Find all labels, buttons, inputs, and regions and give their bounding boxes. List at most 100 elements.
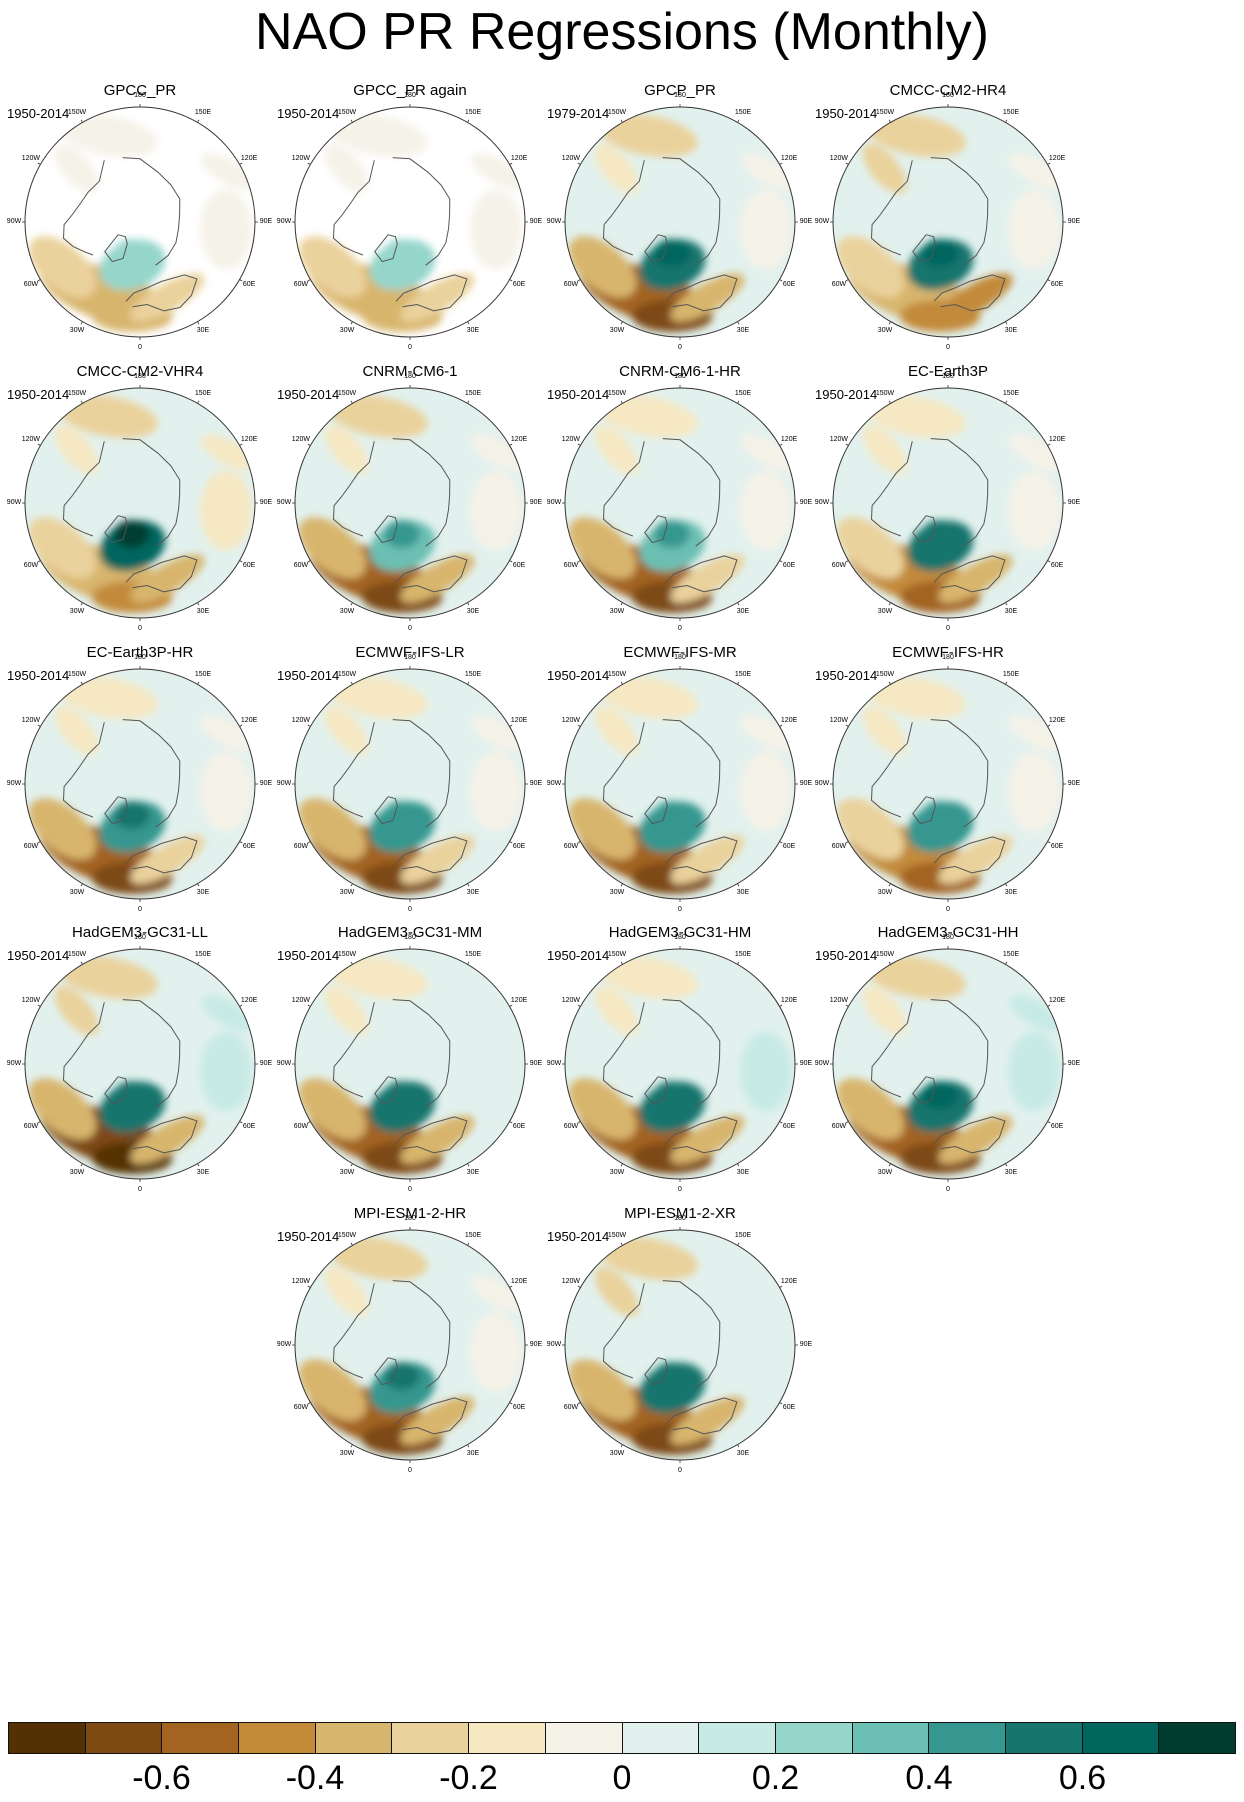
east-asia [1008, 995, 1063, 1032]
lon-label: 30W [877, 608, 893, 616]
panel-title: CMCC-CM2-HR4 [889, 82, 1007, 99]
coastline [332, 722, 375, 818]
lon-label: 90E [1067, 218, 1081, 225]
polar-map [292, 1227, 528, 1463]
north-america-east [836, 1078, 905, 1140]
lon-label: 120W [829, 997, 849, 1004]
lon-label: 30W [339, 1169, 355, 1177]
asia-band [469, 189, 522, 270]
lon-tick [307, 560, 311, 563]
lon-tick [620, 119, 623, 123]
lon-label: 180 [134, 92, 146, 99]
map-panel: EC-Earth3P 1950-2014 180 150W 150E 120W 120E 90… [788, 363, 1108, 673]
lon-tick [467, 400, 470, 404]
lon-label: 120E [240, 436, 258, 443]
lon-tick [239, 1004, 243, 1007]
map-panel: GPCC_PR 1950-2014 180 150W 150E 120W 120E 90W 90… [0, 82, 300, 392]
lon-label: 120W [21, 997, 41, 1004]
pacific-band [59, 113, 158, 158]
coastline [870, 1002, 913, 1098]
north-america-east [28, 236, 97, 298]
pacific-band [867, 113, 966, 158]
lon-label: 120W [561, 1278, 581, 1285]
lon-tick [307, 443, 311, 446]
lon-label: 150W [337, 389, 357, 397]
lon-tick [307, 162, 311, 165]
lon-tick [197, 602, 200, 606]
lon-tick [620, 1163, 623, 1167]
lon-label: 30E [466, 608, 480, 616]
lon-tick [620, 681, 623, 685]
lon-tick [1005, 119, 1008, 123]
lon-label: 30E [736, 1450, 750, 1458]
coastline [930, 438, 989, 547]
lon-label: 60E [1050, 562, 1064, 569]
colorbar-box [315, 1723, 393, 1753]
lon-tick [779, 724, 783, 727]
lon-label: 0 [946, 625, 950, 632]
lon-label: 150E [734, 950, 752, 958]
europe-negative [938, 554, 1013, 603]
lon-tick [888, 119, 891, 123]
colorbar-box [775, 1723, 853, 1753]
lon-label: 90W [276, 1341, 292, 1348]
lon-label: 90E [799, 499, 813, 506]
icelandic-core [653, 1081, 690, 1110]
lon-tick [467, 1163, 470, 1167]
lon-tick [350, 681, 353, 685]
lon-label: 60E [512, 1404, 526, 1411]
lon-label: 30W [877, 889, 893, 897]
panel-period: 1950-2014 [547, 387, 610, 402]
lon-tick [737, 1444, 740, 1448]
lon-label: 90E [1067, 1060, 1081, 1067]
map-panel: MPI-ESM1-2-HR 1950-2014 180 150W 150E 120W 120… [250, 1205, 570, 1515]
colorbar-tick-label: 0.6 [1058, 1759, 1107, 1797]
asia-band [1007, 189, 1060, 270]
lon-label: 120E [240, 155, 258, 162]
lon-label: 90E [799, 780, 813, 787]
colorbar-box [162, 1723, 240, 1753]
lon-tick [737, 1163, 740, 1167]
lon-label: 120E [510, 997, 528, 1004]
lon-label: 120E [1048, 436, 1066, 443]
icelandic-core [383, 801, 420, 830]
east-asia [740, 434, 795, 471]
lon-label: 120E [240, 997, 258, 1004]
lon-label: 30W [609, 1169, 625, 1177]
coastline [332, 1283, 375, 1379]
lon-tick [779, 1402, 783, 1405]
coastline [395, 274, 468, 312]
lon-tick [845, 162, 849, 165]
lon-tick [577, 1402, 581, 1405]
lon-tick [467, 1444, 470, 1448]
icelandic-core [653, 239, 690, 268]
asia-band [199, 1031, 252, 1112]
lon-label: 60W [563, 1123, 579, 1130]
lon-label: 120W [291, 997, 311, 1004]
map-panel: MPI-ESM1-2-XR 1950-2014 180 150W 150E 120W 120… [520, 1205, 840, 1515]
east-asia [740, 153, 795, 190]
polar-map [292, 666, 528, 902]
lon-label: 30W [609, 327, 625, 335]
icelandic-core [921, 239, 958, 268]
north-america-east [568, 1078, 637, 1140]
icelandic-core [383, 239, 420, 268]
coastline [662, 157, 721, 266]
coastline [62, 1002, 105, 1098]
map-panel: CNRM-CM6-1 1950-2014 180 150W 150E 120W 120E 90… [250, 363, 570, 673]
lon-label: 120E [780, 1278, 798, 1285]
east-asia [200, 153, 255, 190]
lon-tick [197, 681, 200, 685]
lon-label: 150E [1002, 108, 1020, 116]
lon-tick [1047, 162, 1051, 165]
polar-map [22, 104, 258, 340]
polar-map [562, 666, 798, 902]
coastline [104, 515, 128, 544]
lon-label: 30E [466, 327, 480, 335]
north-america-east [28, 1078, 97, 1140]
lon-tick [197, 961, 200, 965]
lon-label: 90E [529, 1341, 543, 1348]
lon-tick [509, 443, 513, 446]
lon-tick [467, 602, 470, 606]
lon-label: 90E [799, 218, 813, 225]
